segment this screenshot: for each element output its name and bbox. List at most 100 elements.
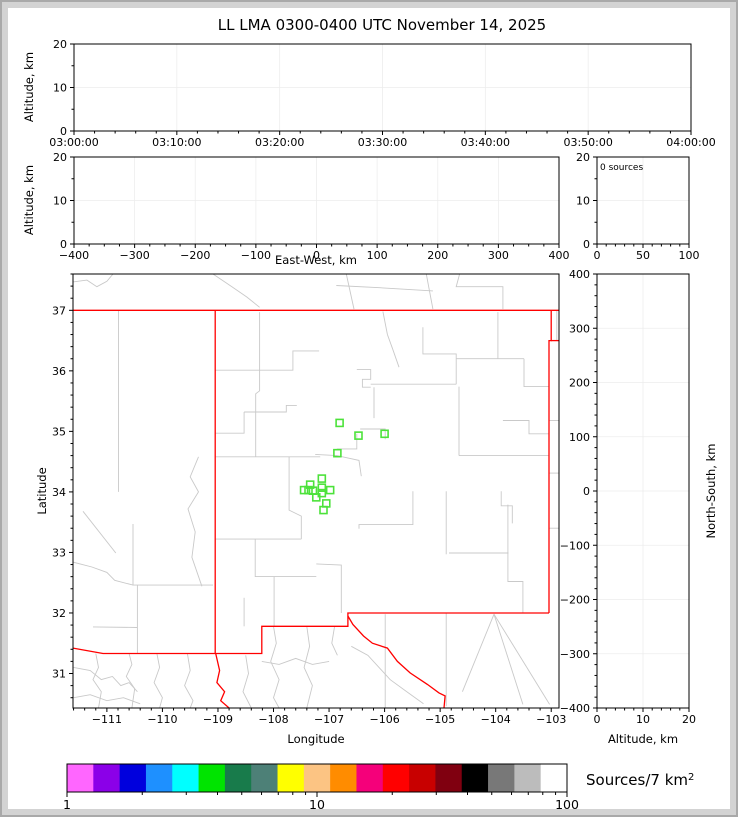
histogram-annotation: 0 sources (600, 163, 643, 173)
colorbar-label-main: Sources/7 km (586, 771, 688, 789)
county-line (345, 274, 355, 310)
x-tick-label: 50 (636, 249, 650, 262)
x-tick-label: −107 (314, 713, 344, 726)
colorbar-tick-label: 10 (309, 797, 325, 812)
county-line (502, 420, 549, 435)
y-tick-label: 100 (569, 431, 590, 444)
lma-station-marker (317, 483, 327, 492)
y-tick-label: −100 (560, 539, 590, 552)
y-tick-label: 0 (60, 238, 67, 251)
panel-map-frame (72, 273, 560, 709)
county-line (288, 456, 302, 540)
lma-station-marker (304, 485, 313, 495)
x-tick-label: 03:30:00 (358, 136, 407, 149)
county-line (493, 614, 524, 705)
panel-time-height: 03:00:00 03:10:00 03:20:00 03:30:00 03:40:00… (49, 38, 715, 149)
figure-title: LL LMA 0300-0400 UTC November 14, 2025 (218, 16, 546, 34)
county-line (303, 626, 313, 708)
lma-station-marker (317, 474, 327, 483)
county-line (242, 655, 252, 708)
county-line (254, 539, 317, 578)
county-line (215, 412, 245, 434)
colorbar-segment (93, 764, 121, 792)
county-line (360, 428, 386, 440)
county-line (351, 645, 424, 705)
lma-station-marker (354, 431, 363, 440)
x-tick-label: 100 (367, 249, 388, 262)
x-tick-label: −200 (180, 249, 210, 262)
x-tick-label: 03:10:00 (152, 136, 201, 149)
y-tick-label: −300 (560, 648, 590, 661)
x-tick-label: −109 (203, 713, 233, 726)
x-tick-label: 400 (549, 249, 570, 262)
y-tick-label: 34 (52, 486, 66, 499)
lma-station-marker (325, 485, 335, 495)
county-line (336, 433, 358, 450)
colorbar-segment (224, 764, 252, 792)
colorbar-segment (488, 764, 515, 792)
ew-height-ylabel: Altitude, km (22, 165, 36, 235)
lma-station-marker (380, 429, 389, 439)
x-tick-label: 0 (594, 249, 601, 262)
x-tick-label: 20 (682, 713, 696, 726)
county-line (331, 626, 338, 656)
ew-height-xlabel: East-West, km (275, 253, 357, 267)
x-tick-label: 03:20:00 (255, 136, 304, 149)
y-tick-label: 32 (52, 607, 66, 620)
x-tick-label: −105 (425, 713, 455, 726)
panel-ew-height: −400 −300 −200 −100 0 100 200 300 400 0 10 20 (53, 151, 570, 262)
colorbar-segment (435, 764, 463, 792)
render-layer: 03:00:00 03:10:00 03:20:00 03:30:00 03:40:00… (49, 38, 715, 812)
county-line (500, 491, 513, 524)
colorbar-segment (277, 764, 305, 792)
y-tick-label: 37 (52, 304, 66, 317)
colorbar: 1 10 100 (63, 763, 579, 812)
y-tick-label: 20 (53, 151, 67, 164)
county-line (73, 274, 114, 288)
x-tick-label: 200 (427, 249, 448, 262)
y-tick-label: 0 (583, 238, 590, 251)
x-tick-label: −103 (536, 713, 566, 726)
county-line (461, 614, 495, 692)
county-line (215, 350, 320, 371)
colorbar-segment (251, 764, 279, 792)
x-tick-label: 03:40:00 (461, 136, 510, 149)
x-tick-label: −106 (369, 713, 399, 726)
colorbar-segment (145, 764, 173, 792)
x-tick-label: −110 (147, 713, 177, 726)
county-line (82, 511, 117, 554)
colorbar-tick-label: 1 (63, 797, 71, 812)
county-line (315, 453, 362, 477)
colorbar-segment (172, 764, 200, 792)
x-tick-label: 0 (313, 249, 320, 262)
y-tick-label: −400 (560, 702, 590, 715)
x-tick-label: −111 (92, 713, 122, 726)
y-tick-label: 33 (52, 546, 66, 559)
y-tick-label: 10 (576, 195, 590, 208)
colorbar-segment (119, 764, 147, 792)
state-border-line (347, 615, 446, 708)
colorbar-segment (67, 764, 94, 792)
state-border-line (73, 612, 549, 655)
y-tick-label: 10 (53, 195, 67, 208)
panel-altitude-histogram: 0 50 100 0 10 20 (576, 151, 700, 262)
y-tick-label: 0 (583, 485, 590, 498)
y-tick-label: 20 (53, 38, 67, 51)
county-line (187, 456, 203, 587)
colorbar-segment (330, 764, 357, 792)
map-content (73, 274, 559, 708)
state-border-line (548, 310, 552, 613)
x-tick-label: −104 (481, 713, 511, 726)
colorbar-segment (409, 764, 436, 792)
ns-height-ylabel: North-South, km (704, 444, 718, 539)
colorbar-segment (514, 764, 542, 792)
colorbar-tick-label: 100 (555, 797, 579, 812)
county-line (270, 626, 280, 708)
colorbar-segment (461, 764, 489, 792)
county-line (153, 653, 163, 708)
county-line (73, 561, 213, 586)
county-line (358, 491, 414, 529)
county-line (255, 312, 261, 457)
lma-station-marker (319, 505, 328, 515)
